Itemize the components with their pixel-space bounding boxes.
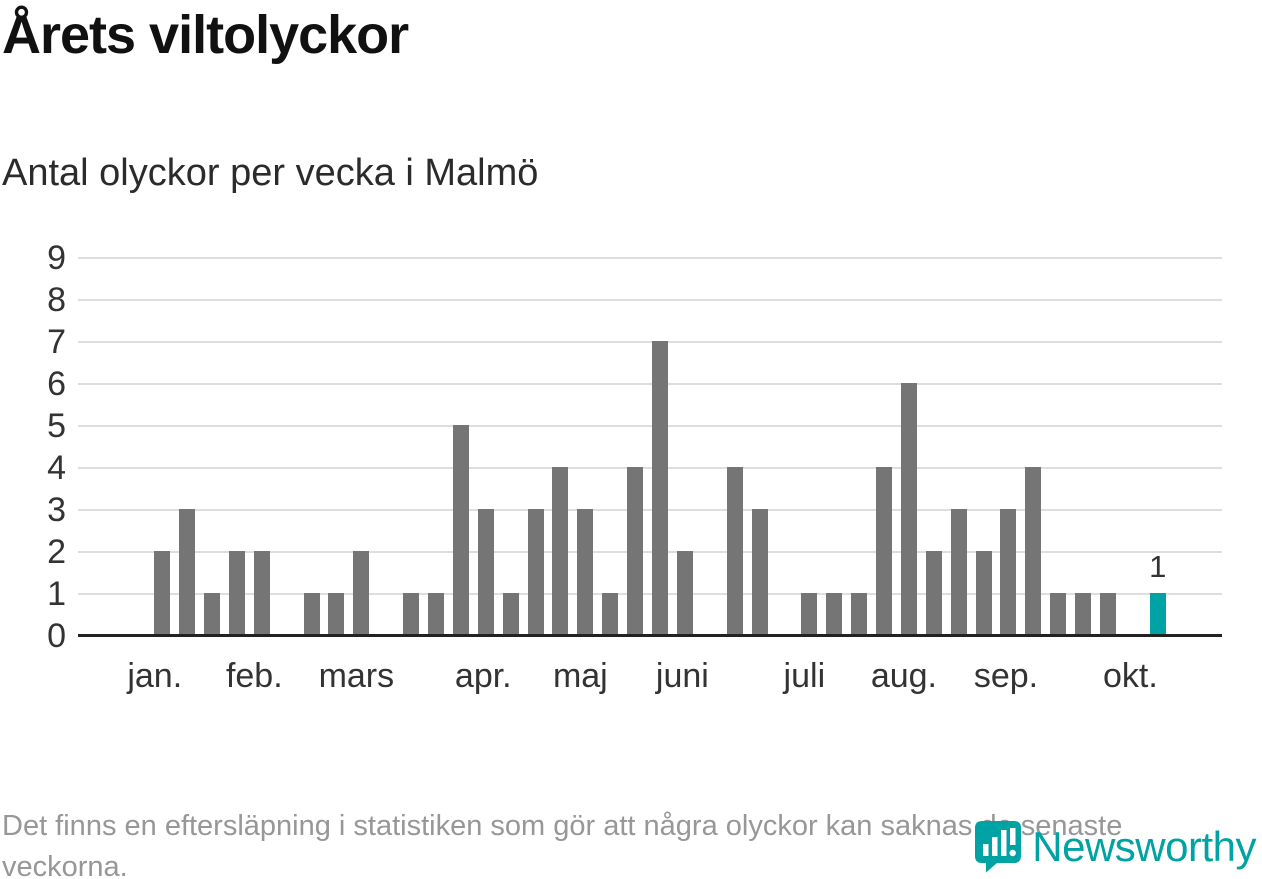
bar-week — [652, 341, 668, 635]
bar-week — [1075, 593, 1092, 635]
bar-week — [925, 551, 942, 635]
bar-week — [801, 593, 818, 635]
bar-week — [975, 551, 992, 635]
x-tick-label: okt. — [1102, 657, 1158, 695]
bar-week — [627, 467, 644, 635]
bar-week — [1025, 467, 1042, 635]
bar-week — [876, 467, 892, 635]
y-tick-label: 8 — [47, 281, 66, 319]
bar-week — [851, 593, 868, 635]
grid-line — [78, 299, 1222, 301]
y-tick-label: 5 — [47, 407, 66, 445]
bar-week — [602, 593, 619, 635]
y-tick-label: 1 — [47, 575, 66, 613]
chart-subtitle: Antal olyckor per vecka i Malmö — [2, 152, 539, 194]
x-axis-line — [78, 634, 1222, 637]
bar-week — [826, 593, 843, 635]
bar-week — [726, 467, 743, 635]
bar-week — [403, 593, 420, 635]
y-tick-label: 0 — [47, 617, 66, 655]
x-tick-label: sep. — [973, 657, 1039, 695]
x-tick-label: juni — [655, 657, 709, 695]
bar-week — [353, 551, 370, 635]
x-tick-label: maj — [552, 657, 608, 695]
grid-line — [78, 383, 1222, 385]
bar-week — [428, 593, 444, 635]
bar-week — [751, 509, 768, 635]
bar-week — [502, 593, 519, 635]
bar-week — [303, 593, 320, 635]
grid-line — [78, 467, 1222, 469]
newsworthy-wordmark: Newsworthy — [1032, 822, 1256, 870]
bar-highlighted-week — [1149, 593, 1166, 635]
bar-week — [900, 383, 917, 635]
bar-week — [676, 551, 693, 635]
bar-week — [577, 509, 594, 635]
bar-week — [253, 551, 270, 635]
grid-line — [78, 593, 1222, 595]
grid-line — [78, 341, 1222, 343]
y-tick-label: 9 — [47, 239, 66, 277]
newsworthy-icon — [975, 821, 1022, 873]
bar-week — [527, 509, 544, 635]
x-tick-label: apr. — [454, 657, 512, 695]
y-tick-label: 2 — [47, 533, 66, 571]
highlight-value-label: 1 — [1149, 549, 1167, 584]
bar-week — [477, 509, 494, 635]
grid-line — [78, 425, 1222, 427]
bar-week — [179, 509, 196, 635]
newsworthy-logo: Newsworthy — [974, 820, 1256, 873]
x-tick-label: aug. — [870, 657, 937, 695]
grid-line — [78, 257, 1222, 259]
x-tick-label: mars — [318, 657, 395, 695]
bar-week — [1000, 509, 1017, 635]
y-tick-label: 7 — [47, 323, 66, 361]
x-tick-label: jan. — [127, 657, 183, 695]
bar-week — [552, 467, 569, 635]
y-tick-label: 6 — [47, 365, 66, 403]
bar-week — [1050, 593, 1067, 635]
bar-week — [950, 509, 967, 635]
x-tick-label: juli — [783, 657, 826, 695]
bar-week — [452, 425, 469, 635]
y-tick-label: 3 — [47, 491, 66, 529]
grid-line — [78, 551, 1222, 553]
page-title: Årets viltolyckor — [2, 5, 409, 65]
bar-week — [204, 593, 220, 635]
x-tick-label: feb. — [225, 657, 283, 695]
y-tick-label: 4 — [47, 449, 66, 487]
bar-chart: 1 0 1 2 3 4 5 6 7 8 9 jan. feb. mars apr. maj juni juli a… — [0, 239, 1262, 705]
footnote: Det finns en eftersläpning i statistiken… — [2, 810, 1123, 879]
bar-week — [328, 593, 345, 635]
grid-line — [78, 509, 1222, 511]
bar-week — [228, 551, 245, 635]
bar-week — [154, 551, 171, 635]
bar-week — [1100, 593, 1116, 635]
